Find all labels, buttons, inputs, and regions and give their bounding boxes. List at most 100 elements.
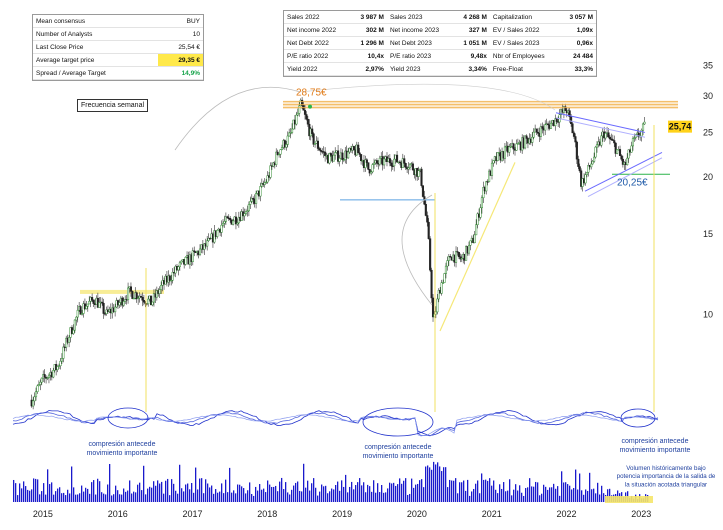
y-tick-label: 20: [703, 172, 713, 182]
volume-bar: [63, 492, 65, 502]
metric-label: Sales 2022: [284, 11, 352, 24]
volume-bar: [111, 495, 113, 502]
fundamentals-row: P/E ratio 2022 10,4x P/E ratio 2023 9,48x Nb…: [284, 49, 596, 63]
candle-body: [269, 165, 272, 178]
metric-value: 327 M: [454, 23, 490, 37]
volume-bar: [145, 494, 147, 502]
candle-body: [634, 134, 637, 138]
consensus-row: Last Close Price 25,54 €: [33, 40, 203, 54]
volume-bar: [591, 489, 593, 502]
volume-bar: [267, 480, 269, 502]
candle-body: [496, 152, 499, 161]
volume-bar: [459, 482, 461, 502]
candle-body: [396, 154, 399, 163]
volume-bar: [137, 484, 139, 502]
volume-bar: [237, 484, 239, 502]
volume-bar: [109, 464, 111, 502]
volume-bar: [349, 486, 351, 502]
metric-value: 4 268 M: [454, 11, 490, 24]
volume-bar: [407, 494, 409, 502]
candle-body: [347, 151, 350, 159]
volume-bar: [81, 485, 83, 502]
volume-bar: [13, 479, 15, 502]
candle-body: [411, 163, 414, 171]
candle-body: [578, 166, 581, 172]
x-tick-label: 2023: [631, 509, 651, 519]
x-tick-label: 2016: [108, 509, 128, 519]
volume-bar: [263, 488, 265, 502]
volume-bar: [275, 485, 277, 502]
volume-bar: [165, 480, 167, 502]
candle-body: [509, 146, 512, 148]
volume-bar: [309, 490, 311, 502]
volume-highlight: [605, 496, 653, 503]
candle-body: [585, 171, 588, 175]
volume-bar: [85, 487, 87, 502]
volume-bar: [419, 480, 421, 502]
volume-bar: [393, 482, 395, 502]
volume-bar: [327, 493, 329, 502]
candle-body: [184, 257, 187, 265]
volume-bar: [563, 482, 565, 502]
metric-label: P/E ratio 2022: [284, 49, 352, 63]
volume-bar: [113, 494, 115, 502]
candle-body: [32, 400, 35, 407]
metric-value: 1 296 M: [351, 36, 387, 50]
candle-body: [252, 198, 255, 200]
volume-bar: [363, 482, 365, 502]
metric-value: 0,96x: [560, 36, 596, 50]
volume-bar: [281, 477, 283, 502]
x-tick-label: 2017: [182, 509, 202, 519]
volume-bar: [465, 490, 467, 502]
volume-bar: [155, 485, 157, 502]
candle-body: [485, 181, 488, 192]
arc-connector: [401, 194, 433, 306]
candle-body: [316, 140, 319, 149]
candle-body: [446, 260, 449, 267]
volume-bar: [489, 478, 491, 502]
volume-bar: [105, 494, 107, 502]
volume-bar: [343, 486, 345, 502]
breakout-band: [80, 289, 164, 294]
fundamentals-row: Yield 2022 2,97% Yield 2023 3,34% Free-Float…: [284, 62, 596, 76]
candle-body: [442, 282, 445, 284]
candle-body: [52, 370, 55, 378]
volume-bar: [53, 494, 55, 502]
metric-value: 302 M: [351, 23, 387, 37]
volume-bar: [473, 488, 475, 502]
volume-bar: [443, 467, 445, 502]
peak-marker: [308, 104, 312, 109]
candle-body: [131, 291, 134, 299]
candle-body: [365, 159, 368, 163]
volume-bar: [441, 471, 443, 502]
candle-body: [459, 256, 462, 260]
volume-bar: [131, 493, 133, 502]
volume-bar: [211, 485, 213, 502]
candle-body: [595, 144, 599, 148]
volume-bar: [193, 492, 195, 502]
volume-bar: [127, 490, 129, 502]
metric-value: 1,09x: [560, 23, 596, 37]
x-tick-label: 2020: [407, 509, 427, 519]
volume-bar: [411, 478, 413, 502]
volume-bar: [69, 493, 71, 502]
metric-label: P/E ratio 2023: [386, 49, 455, 63]
candle-body: [223, 221, 226, 224]
metric-label: Sales 2023: [386, 11, 455, 24]
volume-bar: [311, 483, 313, 502]
volume-bar: [183, 491, 185, 502]
candle-body: [388, 158, 391, 164]
candle-body: [86, 303, 89, 307]
volume-bar: [445, 467, 447, 502]
volume-bar: [135, 492, 137, 502]
candle-body: [342, 159, 345, 161]
oscillator-line: [12, 414, 659, 437]
candle-body: [584, 174, 587, 184]
candle-body: [203, 243, 206, 250]
candle-body: [429, 238, 432, 271]
volume-bar: [359, 478, 361, 502]
candle-body: [177, 266, 180, 271]
volume-bar: [273, 486, 275, 502]
volume-bar: [197, 489, 199, 502]
volume-bar: [319, 491, 321, 502]
